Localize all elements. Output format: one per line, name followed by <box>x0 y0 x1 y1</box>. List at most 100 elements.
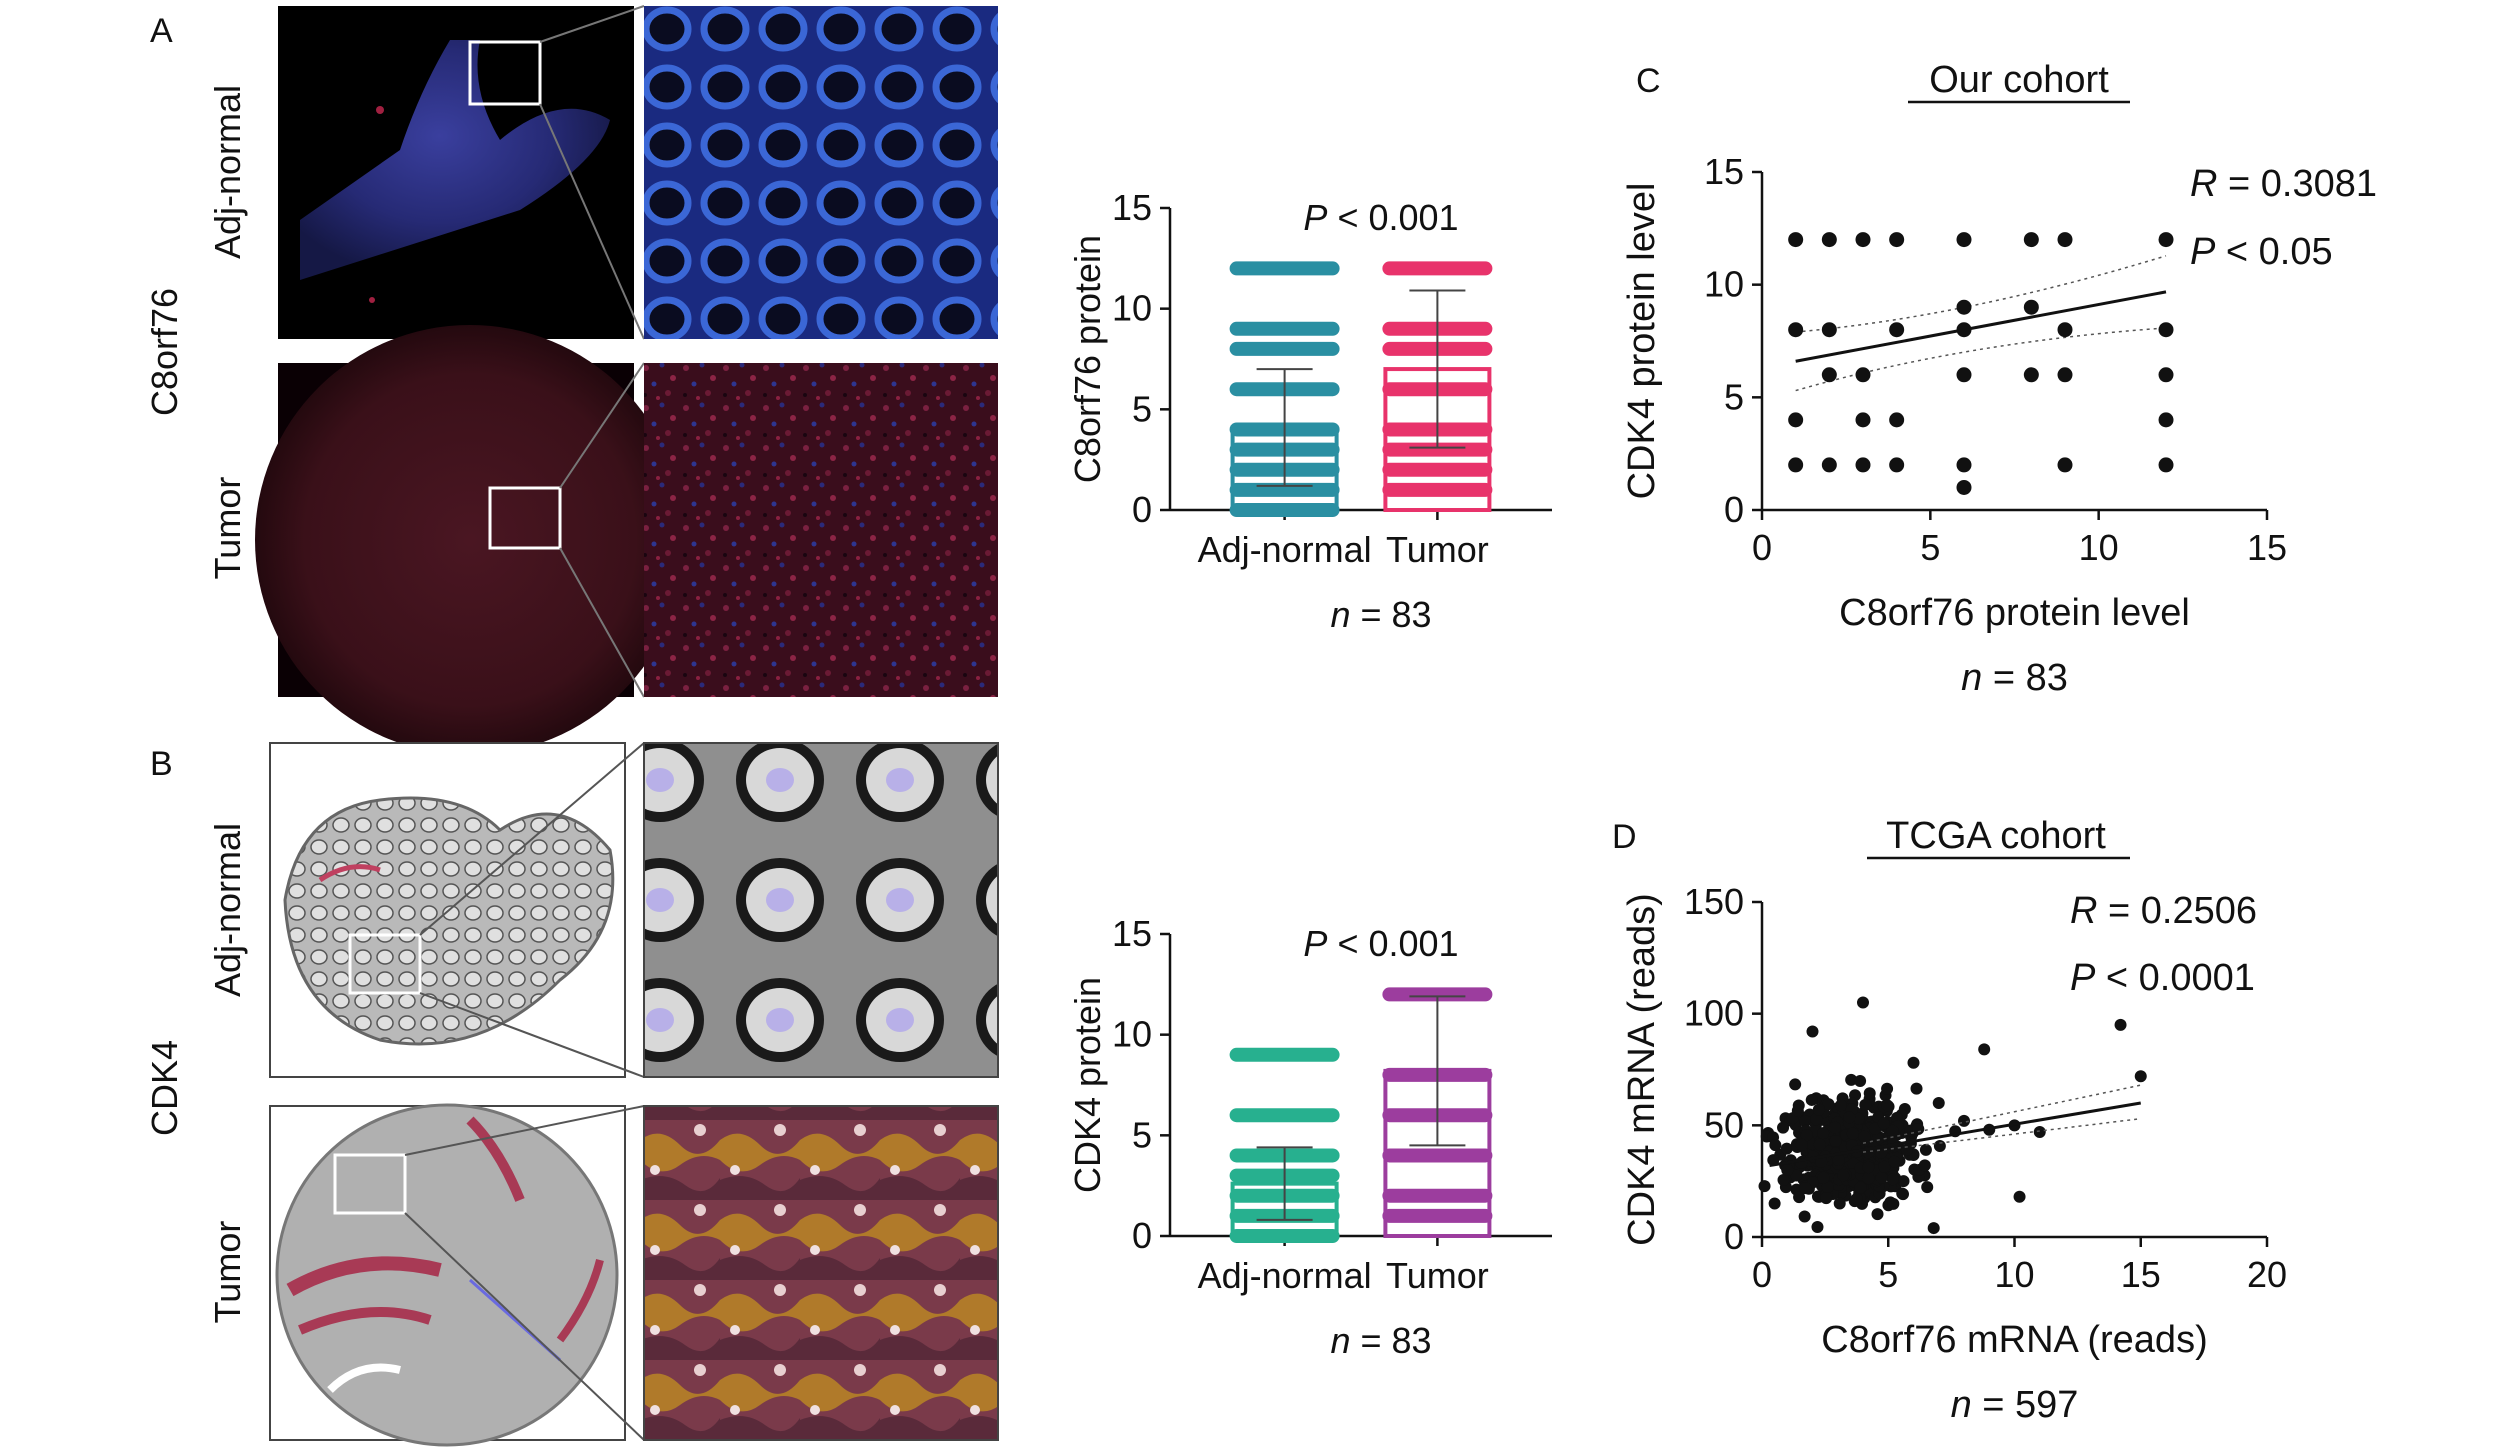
y-tick-label: 5 <box>1724 376 1744 417</box>
data-point <box>1828 1121 1841 1134</box>
data-point <box>1820 1192 1833 1205</box>
y-tick-label: 15 <box>1112 187 1152 228</box>
protein-label-c8orf76: C8orf76 <box>144 288 185 416</box>
micrograph-b-tumor-overview <box>269 1103 626 1447</box>
data-point <box>1800 1129 1813 1142</box>
zoom-line-a2-top <box>559 362 645 489</box>
x-axis-label: C8orf76 mRNA (reads) <box>1821 1319 2207 1361</box>
data-point <box>1890 1111 1903 1124</box>
data-point <box>1798 1210 1811 1223</box>
scatter-plot-our-cohort: 0 5 10 15 0 5 10 15 C8orf76 protein level CDK4 pr… <box>1621 151 2377 699</box>
data-point <box>1788 322 1804 338</box>
data-point <box>1868 1122 1881 1135</box>
data-point <box>1815 1155 1828 1168</box>
data-point <box>1821 367 1837 383</box>
data-point <box>1788 412 1804 428</box>
p-value-label: P < 0.05 <box>2190 231 2333 273</box>
zoom-line-a2-bottom <box>559 547 645 698</box>
y-tick-label: 15 <box>1112 913 1152 954</box>
y-axis-label: CDK4 protein level <box>1621 183 1663 500</box>
data-point <box>1812 1103 1825 1116</box>
data-point <box>1850 1192 1863 1205</box>
r-value-label: R = 0.2506 <box>2070 890 2257 932</box>
data-point <box>1858 1130 1871 1143</box>
confidence-band-upper <box>1795 255 2167 333</box>
data-point <box>2158 457 2174 473</box>
data-point <box>1788 232 1804 248</box>
confidence-band-lower <box>1862 1117 2141 1153</box>
data-point <box>1811 1221 1824 1234</box>
n-label: n = 83 <box>1330 594 1431 635</box>
data-point <box>1855 412 1871 428</box>
y-tick-label: 0 <box>1132 1215 1152 1256</box>
data-point <box>1857 996 1869 1009</box>
data-point <box>2134 1070 2147 1083</box>
data-point <box>1835 1099 1848 1112</box>
y-tick-label: 10 <box>1112 288 1152 329</box>
data-point <box>1805 1093 1818 1106</box>
data-point <box>1843 1111 1856 1124</box>
category-label: Tumor <box>1386 529 1489 570</box>
data-point <box>2158 412 2174 428</box>
data-point <box>1846 1127 1859 1140</box>
data-point <box>1862 1172 1875 1185</box>
data-point <box>1777 1174 1790 1187</box>
data-point <box>1769 1139 1782 1152</box>
zoom-line-b1-top <box>419 742 645 936</box>
panel-b: B CDK4 Adj-normal Tumor <box>144 742 999 1447</box>
r-value-label: R = 0.3081 <box>2190 163 2377 205</box>
data-point <box>1837 1169 1850 1182</box>
data-point <box>1919 1143 1932 1156</box>
data-point <box>1859 1098 1872 1111</box>
micrograph-a-adj-normal-overview <box>278 6 634 339</box>
data-point <box>2023 232 2039 248</box>
data-point <box>1958 1114 1970 1127</box>
data-point <box>1810 1113 1823 1126</box>
data-point <box>1854 1074 1867 1087</box>
data-point <box>1852 1112 1865 1125</box>
data-point <box>1855 367 1871 383</box>
data-point <box>1855 232 1871 248</box>
data-point <box>1817 1171 1830 1184</box>
confidence-band-lower <box>1795 327 2167 392</box>
data-point <box>1889 412 1905 428</box>
data-point <box>1907 1056 1920 1069</box>
row-label-adj-normal-a: Adj-normal <box>207 85 248 259</box>
data-point <box>2114 1018 2127 1031</box>
data-point <box>1912 1123 1925 1136</box>
data-point <box>1956 367 1972 383</box>
category-label: Adj-normal <box>1198 1255 1372 1296</box>
data-point <box>1878 1160 1891 1173</box>
data-point <box>1886 1124 1899 1137</box>
x-tick-label: 0 <box>1752 1254 1772 1295</box>
x-tick-label: 0 <box>1752 527 1772 568</box>
n-label: n = 83 <box>1330 1320 1431 1361</box>
y-tick-label: 5 <box>1132 388 1152 429</box>
y-axis-label: C8orf76 protein <box>1067 235 1108 483</box>
y-axis-label: CDK4 mRNA (reads) <box>1621 893 1663 1246</box>
data-point <box>1821 457 1837 473</box>
p-value-label: P < 0.0001 <box>2070 957 2255 999</box>
micrograph-a-tumor-overview <box>255 325 685 755</box>
data-point <box>1862 1161 1875 1174</box>
data-point <box>1889 322 1905 338</box>
data-point <box>1780 1142 1793 1155</box>
micrograph-b-adj-normal-overview <box>269 742 626 1078</box>
y-tick-label: 10 <box>1704 264 1744 305</box>
data-point <box>1829 1134 1842 1147</box>
category-label: Tumor <box>1386 1255 1489 1296</box>
y-axis-label: CDK4 protein <box>1067 977 1108 1193</box>
micrograph-b-tumor-zoom <box>643 1105 999 1441</box>
data-point <box>1813 1138 1826 1151</box>
data-point <box>2057 457 2073 473</box>
data-point <box>1832 1153 1845 1166</box>
x-tick-label: 5 <box>1920 527 1940 568</box>
x-tick-label: 5 <box>1878 1254 1898 1295</box>
data-point <box>1822 1098 1835 1111</box>
y-tick-label: 100 <box>1684 993 1744 1034</box>
data-point <box>1821 1181 1834 1194</box>
data-point <box>1932 1097 1945 1109</box>
protein-label-cdk4: CDK4 <box>144 1040 185 1136</box>
row-label-adj-normal-b: Adj-normal <box>207 823 248 997</box>
